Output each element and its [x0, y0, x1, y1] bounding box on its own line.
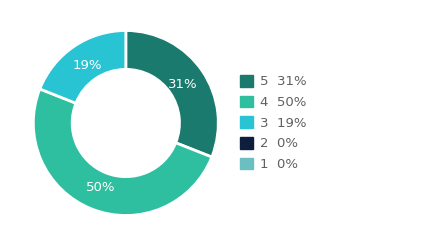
Wedge shape — [40, 31, 126, 103]
Legend: 5  31%, 4  50%, 3  19%, 2  0%, 1  0%: 5 31%, 4 50%, 3 19%, 2 0%, 1 0% — [240, 75, 306, 171]
Wedge shape — [33, 89, 212, 215]
Wedge shape — [126, 31, 218, 157]
Text: 19%: 19% — [72, 59, 101, 72]
Text: 31%: 31% — [168, 77, 198, 91]
Text: 50%: 50% — [85, 181, 115, 194]
